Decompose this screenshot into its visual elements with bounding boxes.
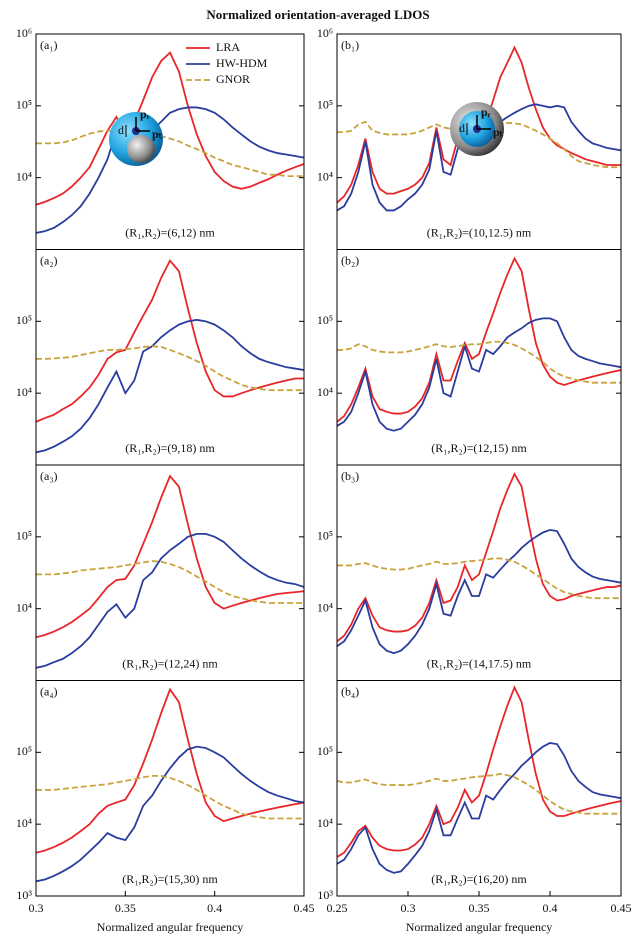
series-line: [36, 560, 304, 604]
series-line: [337, 340, 621, 384]
y-tick-label: 10⁶: [16, 26, 32, 40]
y-tick-label: 10⁴: [16, 385, 32, 399]
panel-label: (b₃): [341, 469, 359, 483]
series-line: [36, 51, 304, 206]
plot-frame: [35, 464, 305, 681]
annotation: (R₁,R₂)=(10,12.5) nm: [427, 225, 532, 239]
y-tick-label: 10⁵: [16, 98, 32, 112]
y-tick-label: 10⁴: [317, 600, 333, 614]
series-line: [36, 532, 304, 669]
annotation: (R₁,R₂)=(12,15) nm: [431, 441, 527, 455]
x-tick-label: 0.45: [294, 901, 315, 915]
y-tick-label: 10⁴: [16, 816, 32, 830]
y-tick-label: 10⁵: [317, 313, 333, 327]
inset-core: [127, 135, 155, 163]
annotation: (R₁,R₂)=(6,12) nm: [125, 225, 215, 239]
series-line: [337, 256, 621, 423]
panel-label: (a₂): [40, 253, 58, 267]
series-line: [36, 318, 304, 454]
panel: 10⁴ 10⁵ (b₂) (R₁,R₂)=(12,15) nm: [317, 249, 622, 466]
series-line: [337, 471, 621, 643]
panel: 10⁴ 10⁵ 10⁶ (a₁) (R₁,R₂)=(6,12) nm LRA HW-HDM G…: [16, 26, 305, 250]
x-tick-label: 0.45: [611, 901, 632, 915]
annotation: (R₁,R₂)=(14,17.5) nm: [427, 656, 532, 670]
legend-label: LRA: [216, 40, 240, 54]
panel: 10³ 10⁴ 10⁵ 0.3 0.35 0.4 0.45 Normalized angula…: [16, 680, 315, 934]
inset-label: pₜ: [493, 125, 504, 139]
y-tick-label: 10⁴: [317, 816, 333, 830]
inset-label: pₜ: [152, 127, 163, 141]
series-line: [36, 687, 304, 854]
x-axis-label: Normalized angular frequency: [406, 920, 553, 934]
series-line: [36, 129, 304, 178]
series-line: [337, 742, 621, 874]
inset-label: pᵣ: [140, 107, 150, 121]
y-tick-label: 10⁴: [16, 169, 32, 183]
annotation: (R₁,R₂)=(9,18) nm: [125, 441, 215, 455]
inset-label: pᵣ: [481, 105, 491, 119]
panel-label: (b₁): [341, 38, 359, 52]
figure-title: Normalized orientation-averaged LDOS: [206, 7, 429, 22]
series-line: [36, 745, 304, 883]
x-axis-label: Normalized angular frequency: [97, 920, 244, 934]
series-line: [337, 317, 621, 432]
series-line: [337, 773, 621, 815]
y-tick-label: 10⁵: [16, 744, 32, 758]
plot-frame: [336, 249, 622, 466]
panel: 10⁴ 10⁵ (a₂) (R₁,R₂)=(9,18) nm: [16, 249, 305, 466]
series-line: [337, 557, 621, 600]
x-tick-label: 0.35: [469, 901, 490, 915]
panel: 10³ 10⁴ 10⁵ 0.25 0.3 0.35 0.4 0.45 Normalized an…: [317, 680, 632, 934]
series-line: [337, 120, 621, 169]
inset-label: d: [118, 123, 124, 137]
plot-frame: [35, 680, 305, 897]
y-tick-label: 10⁵: [16, 313, 32, 327]
y-tick-label: 10⁵: [317, 98, 333, 112]
annotation: (R₁,R₂)=(16,20) nm: [431, 872, 527, 886]
y-tick-label: 10³: [16, 888, 32, 902]
y-tick-label: 10⁵: [16, 529, 32, 543]
series-line: [36, 259, 304, 423]
y-tick-label: 10⁵: [317, 529, 333, 543]
panel: 10⁴ 10⁵ (b₃) (R₁,R₂)=(14,17.5) nm: [317, 464, 622, 681]
plot-frame: [336, 680, 622, 897]
panel-label: (b₄): [341, 684, 359, 698]
series-line: [36, 345, 304, 392]
y-tick-label: 10⁵: [317, 744, 333, 758]
y-tick-label: 10⁶: [317, 26, 333, 40]
panel-label: (b₂): [341, 253, 359, 267]
series-line: [36, 774, 304, 820]
y-tick-label: 10⁴: [16, 600, 32, 614]
y-tick-label: 10³: [317, 888, 333, 902]
series-line: [36, 106, 304, 234]
series-line: [337, 685, 621, 858]
x-tick-label: 0.3: [29, 901, 44, 915]
x-tick-label: 0.25: [327, 901, 348, 915]
legend-label: GNOR: [216, 72, 250, 86]
annotation: (R₁,R₂)=(12,24) nm: [122, 656, 218, 670]
series-line: [36, 474, 304, 639]
panel-label: (a₁): [40, 38, 58, 52]
panel-label: (a₃): [40, 469, 58, 483]
series-line: [337, 528, 621, 655]
legend-label: HW-HDM: [216, 56, 268, 70]
annotation: (R₁,R₂)=(15,30) nm: [122, 872, 218, 886]
panel-label: (a₄): [40, 684, 58, 698]
x-tick-label: 0.35: [115, 901, 136, 915]
panel: 10⁴ 10⁵ (a₃) (R₁,R₂)=(12,24) nm: [16, 464, 305, 681]
inset-label: d: [459, 121, 465, 135]
y-tick-label: 10⁴: [317, 169, 333, 183]
x-tick-label: 0.3: [401, 901, 416, 915]
y-tick-label: 10⁴: [317, 385, 333, 399]
x-tick-label: 0.4: [543, 901, 558, 915]
x-tick-label: 0.4: [207, 901, 222, 915]
